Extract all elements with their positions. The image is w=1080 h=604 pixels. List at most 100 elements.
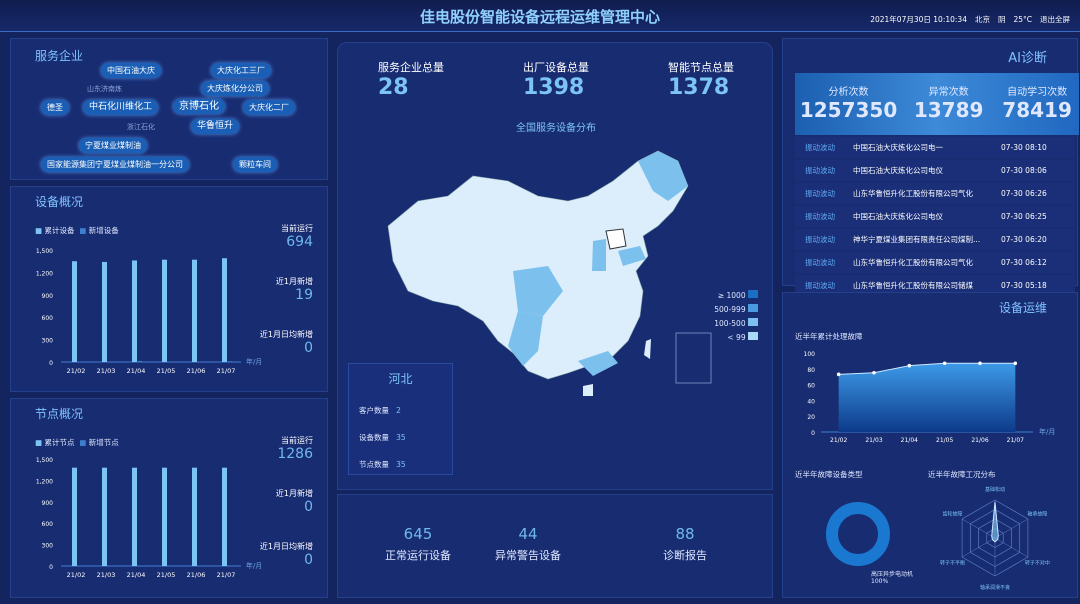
map-region-guangdong[interactable] — [578, 351, 618, 376]
weather: 阴 — [997, 15, 1006, 24]
exit-fullscreen-button[interactable]: 退出全屏 — [1040, 15, 1070, 24]
bar-cumulative[interactable] — [72, 261, 77, 362]
bar-cumulative[interactable] — [192, 259, 197, 362]
map-region-shandong[interactable] — [618, 246, 646, 266]
legend-item[interactable]: ≥ 1000 — [714, 289, 758, 303]
y-tick-label: 0 — [811, 430, 815, 437]
bar-cumulative[interactable] — [192, 467, 197, 566]
bar-cumulative[interactable] — [72, 467, 77, 566]
x-tick-label: 21/05 — [936, 437, 953, 444]
x-axis-unit: 年/月 — [246, 561, 261, 570]
map-region-yunnan[interactable] — [508, 311, 543, 366]
map-region-hainan[interactable] — [583, 384, 593, 396]
bar-cumulative[interactable] — [102, 467, 107, 566]
datetime: 2021年07月30日 10:10:34 — [870, 15, 967, 24]
data-point[interactable] — [978, 361, 982, 366]
x-tick-label: 21/07 — [217, 367, 236, 375]
alert-row[interactable]: 振动波动 山东华鲁恒升化工股份有限公司气化 07-30 06:12 — [795, 252, 1075, 273]
enterprise-tag[interactable]: 京博石化 — [173, 99, 225, 114]
kpi-label: 出厂设备总量 — [523, 61, 589, 74]
enterprise-tag[interactable]: 中石化川维化工 — [83, 100, 159, 115]
x-axis-unit: 年/月 — [1039, 427, 1055, 436]
x-tick-label: 21/04 — [127, 367, 146, 375]
radar-axis — [994, 537, 1029, 558]
legend-item[interactable]: < 99 — [714, 331, 758, 345]
map-region-hebei[interactable] — [605, 228, 627, 250]
map-region-taiwan[interactable] — [644, 339, 651, 359]
alert-time: 07-30 06:12 — [1001, 258, 1047, 267]
alert-row[interactable]: 振动波动 中国石油大庆炼化公司电仪 07-30 06:25 — [795, 206, 1075, 227]
enterprise-tag[interactable]: 大庆化工三厂 — [211, 63, 271, 78]
page-title: 佳电股份智能设备远程运维管理中心 — [419, 8, 660, 26]
counter-anomaly: 异常次数 13789 — [902, 73, 995, 135]
temperature: 25°C — [1013, 15, 1032, 24]
bar-new[interactable] — [138, 360, 142, 362]
enterprise-tag[interactable]: 大庆炼化分公司 — [201, 81, 269, 96]
bar-cumulative[interactable] — [222, 258, 227, 362]
enterprise-tag[interactable]: 浙江石化 — [127, 123, 155, 131]
bar-new[interactable] — [228, 361, 232, 362]
bar-cumulative[interactable] — [162, 259, 167, 362]
legend-item[interactable]: 500-999 — [714, 303, 758, 317]
stat-label: 诊断报告 — [663, 549, 707, 562]
map-region-sichuan[interactable] — [513, 266, 563, 316]
province-tooltip: 河北 客户数量 2 设备数量 35 节点数量 35 — [348, 363, 453, 475]
alert-source: 中国石油大庆炼化公司电仪 — [853, 212, 943, 221]
south-china-sea-inset — [675, 332, 712, 384]
map-region-main[interactable] — [387, 150, 689, 380]
y-tick-label: 60 — [807, 383, 815, 390]
legend-item[interactable]: 100-500 — [714, 317, 758, 331]
enterprise-tag[interactable]: 德圣 — [41, 100, 69, 115]
ai-diagnosis-panel: AI诊断 分析次数 1257350 异常次数 13789 自动学习次数 78419 振… — [782, 38, 1079, 296]
alert-row[interactable]: 振动波动 山东华鲁恒升化工股份有限公司气化 07-30 06:26 — [795, 183, 1075, 204]
china-map[interactable] — [378, 141, 718, 421]
enterprise-tag[interactable]: 颗粒车间 — [233, 157, 277, 172]
alert-row[interactable]: 振动波动 中国石油大庆炼化公司电一 07-30 08:10 — [795, 137, 1075, 158]
enterprise-tag[interactable]: 宁夏煤业煤制油 — [79, 138, 147, 153]
tooltip-label: 节点数量 — [359, 460, 389, 469]
bar-cumulative[interactable] — [162, 467, 167, 566]
counter-label: 自动学习次数 — [1007, 87, 1068, 98]
enterprise-tag[interactable]: 中国石油大庆 — [101, 63, 161, 78]
fault-area-chart: 0 20 40 60 80 100 21/02 21/03 21/04 21/05 21/06 21/… — [804, 351, 1056, 444]
data-point[interactable] — [1013, 361, 1018, 366]
alert-row[interactable]: 振动波动 神华宁夏煤业集团有限责任公司煤制... 07-30 06:20 — [795, 229, 1075, 250]
enterprise-tag[interactable]: 山东济南炼 — [87, 85, 122, 93]
y-tick-label: 20 — [807, 414, 815, 421]
alert-time: 07-30 06:26 — [1001, 189, 1047, 198]
data-point[interactable] — [836, 372, 841, 377]
bar-cumulative[interactable] — [222, 467, 227, 566]
bar-cumulative[interactable] — [132, 260, 137, 362]
bar-cumulative[interactable] — [132, 467, 137, 566]
tooltip-province: 河北 — [388, 372, 413, 386]
center-panel: 服务企业总量 28 出厂设备总量 1398 智能节点总量 1378 全国服务设备分布 … — [337, 42, 773, 490]
data-point[interactable] — [872, 370, 876, 375]
alert-row[interactable]: 振动波动 中国石油大庆炼化公司电仪 07-30 08:06 — [795, 160, 1075, 181]
y-tick-label: 900 — [42, 293, 54, 300]
map-region-heilongjiang[interactable] — [638, 151, 688, 201]
legend-cumulative: 累计节点 — [44, 438, 75, 447]
donut-slice[interactable] — [826, 502, 890, 566]
map-region-shanxi[interactable] — [592, 239, 606, 271]
stat-value: 645 — [403, 525, 433, 543]
counter-analysis: 分析次数 1257350 — [795, 73, 902, 135]
data-point[interactable] — [907, 363, 912, 368]
alert-type: 振动波动 — [805, 143, 835, 152]
map-title: 全国服务设备分布 — [516, 123, 596, 134]
enterprise-tag[interactable]: 国家能源集团宁夏煤业煤制油一分公司 — [41, 157, 189, 172]
y-tick-label: 40 — [807, 398, 815, 405]
donut-label: 高压异步电动机 100% — [871, 569, 913, 585]
stat-value: 694 — [286, 234, 313, 250]
enterprise-tag[interactable]: 大庆化二厂 — [243, 100, 295, 115]
fault-type-donut[interactable] — [823, 499, 893, 569]
counter-value: 1257350 — [799, 98, 898, 122]
alert-source: 山东华鲁恒升化工股份有限公司气化 — [853, 189, 973, 198]
bar-cumulative[interactable] — [102, 261, 107, 362]
radar-series[interactable] — [991, 501, 999, 543]
enterprise-tag[interactable]: 华鲁恒升 — [191, 119, 240, 134]
panel-title: 服务企业 — [35, 49, 84, 63]
data-point[interactable] — [942, 361, 947, 366]
alert-time: 07-30 08:10 — [1001, 143, 1047, 152]
alert-row[interactable]: 振动波动 山东华鲁恒升化工股份有限公司储煤 07-30 05:18 — [795, 275, 1075, 296]
panel-title: AI诊断 — [1008, 51, 1047, 66]
